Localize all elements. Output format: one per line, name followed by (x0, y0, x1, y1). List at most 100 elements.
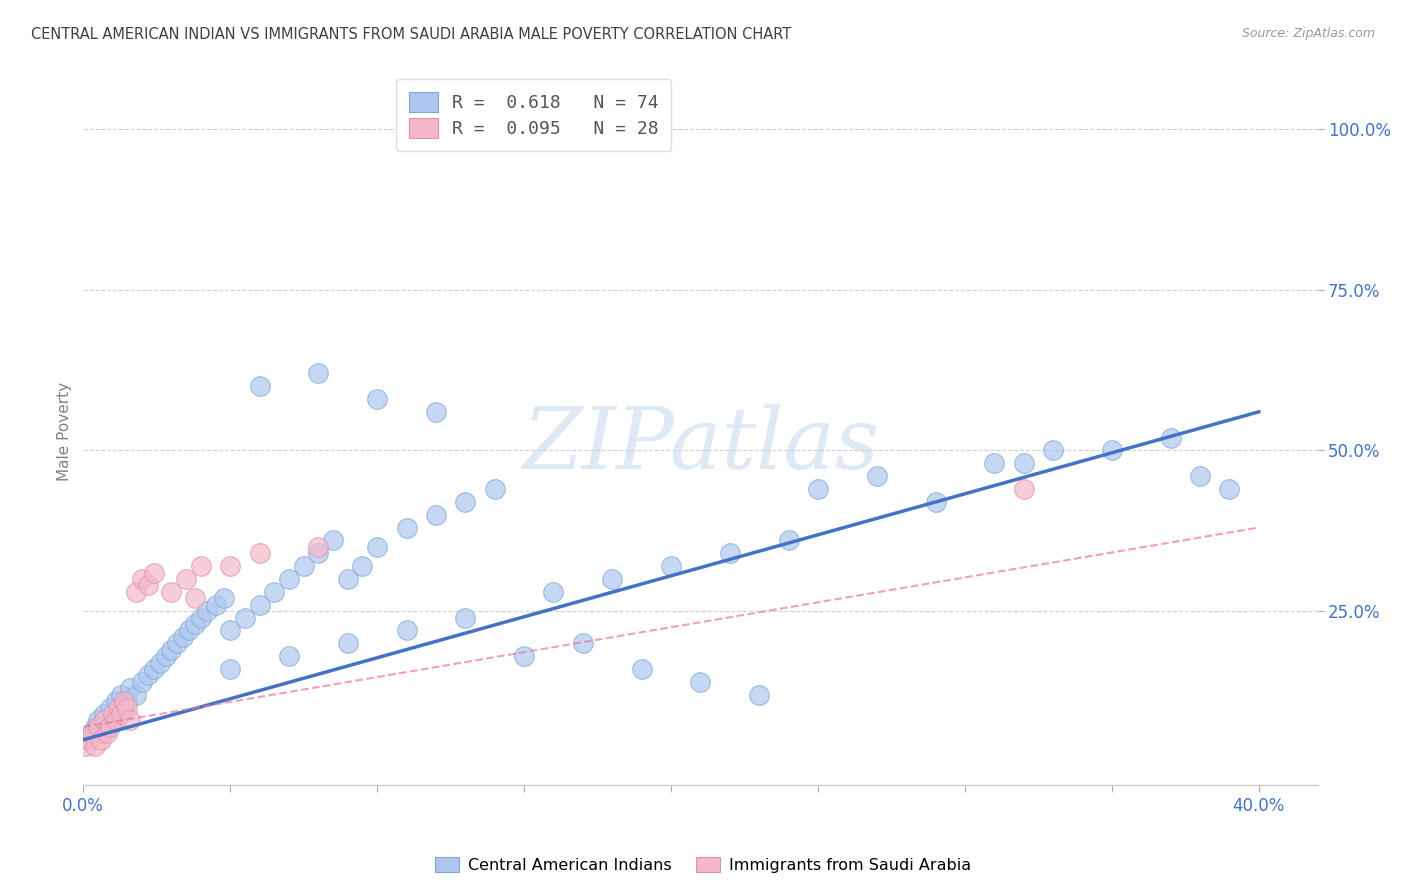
Point (352, 559, 374, 574)
Point (84, 720, 107, 734)
Point (77, 732, 100, 747)
Point (75, 739, 97, 754)
Point (219, 662, 242, 676)
Point (136, 578, 159, 592)
Point (120, 714, 142, 728)
Point (149, 656, 172, 670)
Point (131, 572, 153, 586)
Point (249, 546, 271, 560)
Point (172, 630, 194, 644)
Point (278, 649, 301, 664)
Point (983, 456, 1005, 470)
Point (114, 700, 136, 714)
Point (307, 540, 329, 554)
Point (866, 469, 889, 483)
Point (395, 624, 418, 638)
Point (630, 662, 652, 676)
Point (513, 649, 536, 664)
Point (142, 566, 165, 580)
Point (1189, 469, 1212, 483)
Point (924, 495, 946, 509)
Point (87, 714, 110, 728)
Point (1012, 482, 1035, 496)
Point (322, 533, 344, 548)
Point (395, 520, 418, 534)
Point (425, 405, 447, 419)
Point (107, 700, 129, 714)
Point (98, 700, 121, 714)
Point (214, 591, 236, 606)
Point (204, 598, 226, 612)
Point (543, 585, 565, 599)
Point (336, 572, 359, 586)
Point (174, 572, 197, 586)
Point (110, 688, 132, 702)
Point (93, 706, 115, 721)
Point (689, 674, 711, 689)
Point (807, 482, 830, 496)
Point (1101, 443, 1123, 458)
Point (425, 508, 447, 522)
Point (292, 559, 315, 574)
Legend: Central American Indians, Immigrants from Saudi Arabia: Central American Indians, Immigrants fro… (429, 851, 977, 880)
Point (93, 714, 115, 728)
Point (84, 739, 107, 754)
Point (110, 706, 132, 721)
Point (484, 482, 506, 496)
Point (177, 624, 200, 638)
Point (233, 610, 256, 624)
Point (125, 688, 148, 702)
Point (82, 726, 104, 740)
Point (96, 720, 118, 734)
Point (1042, 443, 1064, 458)
Legend: R =  0.618   N = 74, R =  0.095   N = 28: R = 0.618 N = 74, R = 0.095 N = 28 (396, 79, 672, 151)
Point (131, 674, 153, 689)
Y-axis label: Male Poverty: Male Poverty (58, 382, 72, 481)
Point (104, 714, 127, 728)
Point (101, 706, 124, 721)
Point (117, 694, 139, 708)
Point (142, 662, 165, 676)
Point (104, 694, 127, 708)
Point (160, 642, 183, 657)
Point (249, 598, 271, 612)
Point (136, 668, 159, 682)
Point (117, 700, 139, 714)
Point (1218, 482, 1240, 496)
Point (184, 617, 207, 632)
Point (219, 559, 242, 574)
Point (82, 726, 104, 740)
Text: CENTRAL AMERICAN INDIAN VS IMMIGRANTS FROM SAUDI ARABIA MALE POVERTY CORRELATION: CENTRAL AMERICAN INDIAN VS IMMIGRANTS FR… (31, 27, 792, 42)
Point (114, 694, 136, 708)
Point (160, 585, 183, 599)
Point (90, 732, 112, 747)
Point (600, 572, 623, 586)
Point (101, 714, 124, 728)
Point (572, 636, 595, 650)
Point (90, 726, 112, 740)
Text: Source: ZipAtlas.com: Source: ZipAtlas.com (1241, 27, 1375, 40)
Point (1160, 431, 1182, 445)
Point (219, 624, 242, 638)
Point (336, 636, 359, 650)
Point (190, 610, 212, 624)
Point (1012, 456, 1035, 470)
Point (120, 681, 142, 696)
Point (454, 495, 477, 509)
Point (718, 546, 741, 560)
Text: ZIPatlas: ZIPatlas (522, 404, 879, 486)
Point (96, 726, 118, 740)
Point (184, 591, 207, 606)
Point (77, 732, 100, 747)
Point (190, 559, 212, 574)
Point (366, 392, 388, 406)
Point (125, 585, 148, 599)
Point (278, 572, 301, 586)
Point (263, 585, 285, 599)
Point (98, 720, 121, 734)
Point (249, 379, 271, 393)
Point (748, 688, 770, 702)
Point (155, 649, 177, 664)
Point (778, 533, 800, 548)
Point (87, 720, 110, 734)
